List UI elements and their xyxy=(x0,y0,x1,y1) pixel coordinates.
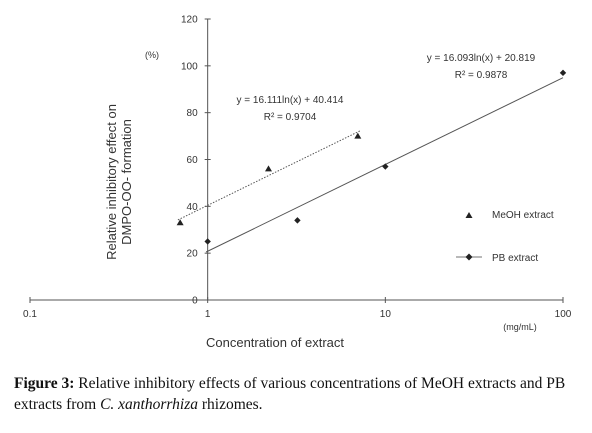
meoh-data-point xyxy=(265,165,273,172)
pb-data-point xyxy=(559,69,567,77)
legend-marker-meoh xyxy=(465,212,473,218)
y-axis-title-line2: DMPO-OO- formation xyxy=(119,119,134,245)
legend: MeOH extract PB extract xyxy=(456,210,554,264)
y-axis-title-line1: Relative inhibitory effect on xyxy=(104,104,119,260)
tick-labels: 0.1 1 10 100 0 20 40 60 80 100 120 xyxy=(23,15,572,321)
pb-data-point xyxy=(204,238,211,245)
y-tick-label: 20 xyxy=(187,249,199,260)
x-tick-label: 10 xyxy=(380,309,392,320)
y-tick-label: 80 xyxy=(187,108,199,119)
y-tick-label: 100 xyxy=(181,61,198,72)
meoh-data-point xyxy=(354,132,362,139)
x-axis-title: Concentration of extract xyxy=(206,335,344,350)
data-points xyxy=(176,69,567,245)
x-tick-label: 100 xyxy=(555,309,572,320)
pb-data-point xyxy=(294,217,301,224)
legend-label-meoh: MeOH extract xyxy=(492,210,554,221)
caption-label: Figure 3: xyxy=(14,375,75,392)
caption-text-before: Relative inhibitory effects of various c… xyxy=(14,375,566,413)
figure-caption: Figure 3: Relative inhibitory effects of… xyxy=(14,373,584,415)
legend-label-pb: PB extract xyxy=(492,253,538,264)
y-axis-unit: (%) xyxy=(145,50,159,60)
caption-species: C. xanthorrhiza xyxy=(100,396,198,413)
legend-marker-pb xyxy=(456,253,482,261)
pb-data-point xyxy=(382,163,389,170)
meoh-r-squared: R² = 0.9704 xyxy=(264,112,317,123)
trendline-meoh xyxy=(177,130,361,221)
axes xyxy=(29,18,564,303)
pb-r-squared: R² = 0.9878 xyxy=(455,70,508,81)
x-tick-label: 0.1 xyxy=(23,309,37,320)
caption-text-after: rhizomes. xyxy=(197,396,263,413)
meoh-data-point xyxy=(176,219,184,226)
y-tick-label: 40 xyxy=(187,202,199,213)
chart: 0.1 1 10 100 0 20 40 60 80 100 120 Concentration o… xyxy=(23,15,572,351)
pb-equation: y = 16.093ln(x) + 20.819 xyxy=(427,53,536,64)
y-tick-label: 120 xyxy=(181,15,198,26)
y-tick-label: 60 xyxy=(187,155,199,166)
x-axis-unit: (mg/mL) xyxy=(503,322,537,332)
x-tick-label: 1 xyxy=(205,309,211,320)
meoh-equation: y = 16.111ln(x) + 40.414 xyxy=(237,95,344,106)
y-tick-label: 0 xyxy=(192,296,198,307)
